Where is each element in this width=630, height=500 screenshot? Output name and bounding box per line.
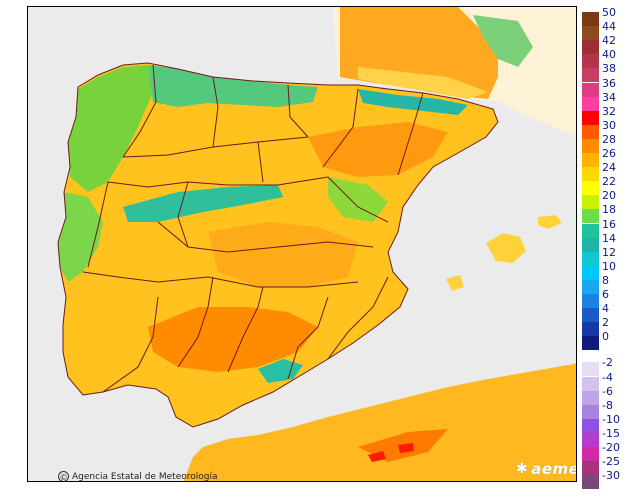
province-boundaries xyxy=(82,64,424,393)
aemet-logo-text: aemet xyxy=(531,460,576,478)
galicia-cool xyxy=(68,65,153,192)
legend-swatch-n3 xyxy=(582,404,599,419)
legend-label-p4: 38 xyxy=(602,62,616,76)
legend-swatch-p3 xyxy=(582,54,599,69)
legend-swatch-p17 xyxy=(582,251,599,266)
legend-label-p19: 8 xyxy=(602,273,609,287)
iberia-coastline xyxy=(57,62,499,428)
legend-label-p3: 40 xyxy=(602,48,616,62)
legend-swatch-p22 xyxy=(582,322,599,337)
legend-swatch-p4 xyxy=(582,68,599,83)
credit-text: Agencia Estatal de Meteorología xyxy=(72,471,218,482)
legend-swatch-p21 xyxy=(582,308,599,323)
legend-label-n0: -2 xyxy=(602,356,613,370)
legend-swatch-p10 xyxy=(582,153,599,168)
legend-swatch-p16 xyxy=(582,237,599,252)
legend-label-n1: -4 xyxy=(602,370,613,384)
central-system-cool xyxy=(123,185,283,222)
legend-label-p1: 44 xyxy=(602,20,616,34)
legend-swatch-p15 xyxy=(582,223,599,238)
menorca-island xyxy=(538,215,562,229)
legend-swatch-p6 xyxy=(582,96,599,111)
copyright-icon: © xyxy=(58,471,69,482)
rif-hot-spot-2 xyxy=(398,443,414,453)
legend-label-p10: 26 xyxy=(602,147,616,160)
legend-label-n3: -8 xyxy=(602,398,613,412)
legend-swatch-p23 xyxy=(582,336,599,351)
legend-swatch-n2 xyxy=(582,390,599,405)
legend-label-p14: 18 xyxy=(602,203,616,217)
iberian-system-cool xyxy=(328,177,388,222)
legend-swatch-n8 xyxy=(582,475,599,490)
alps-foothills xyxy=(473,15,533,67)
legend-swatch-n6 xyxy=(582,447,599,462)
legend-label-n6: -20 xyxy=(602,441,620,454)
legend-label-p7: 32 xyxy=(602,104,616,118)
legend-swatch-p5 xyxy=(582,82,599,97)
legend-swatch-p1 xyxy=(582,26,599,41)
legend-swatch-p7 xyxy=(582,110,599,125)
legend-swatch-p13 xyxy=(582,195,599,210)
legend-swatch-p20 xyxy=(582,294,599,309)
legend-label-p22: 2 xyxy=(602,316,609,330)
legend-label-p5: 36 xyxy=(602,76,616,90)
legend-label-p21: 4 xyxy=(602,302,609,316)
legend-swatch-n0 xyxy=(582,362,599,377)
legend-label-p2: 42 xyxy=(602,34,616,48)
sierra-nevada-cool xyxy=(258,359,303,383)
legend-label-p15: 16 xyxy=(602,217,616,231)
legend-label-n8: -30 xyxy=(602,469,620,483)
credit-line: © Agencia Estatal de Meteorología xyxy=(58,471,218,482)
cantabrian-cool xyxy=(148,65,318,107)
legend-swatch-n7 xyxy=(582,461,599,476)
legend-label-n4: -10 xyxy=(602,412,620,426)
legend-swatch-n4 xyxy=(582,418,599,433)
legend-swatch-p14 xyxy=(582,209,599,224)
legend-label-p16: 14 xyxy=(602,231,616,245)
north-africa-land xyxy=(183,363,576,481)
legend-swatch-n1 xyxy=(582,376,599,391)
rif-hot-spot xyxy=(368,451,386,462)
color-legend: 50 44 42 40 38 36 34 32 30 28 26 24 22 20 18 16 14 12 10 8 6… xyxy=(582,6,630,490)
legend-label-p20: 6 xyxy=(602,288,609,301)
legend-label-p9: 28 xyxy=(602,132,616,146)
legend-label-n2: -6 xyxy=(602,384,613,398)
legend-label-p17: 12 xyxy=(602,245,616,259)
legend-swatch-p18 xyxy=(582,265,599,280)
ebro-valley-warm xyxy=(308,122,448,177)
ibiza-island xyxy=(446,275,464,291)
pyrenees-cool xyxy=(358,89,468,115)
snowflake-icon: ✱ xyxy=(516,461,529,477)
legend-label-p23: 0 xyxy=(602,330,609,344)
mallorca-island xyxy=(486,233,526,263)
legend-label-p18: 10 xyxy=(602,259,616,273)
pyrenees-north-slope xyxy=(358,67,488,99)
legend-swatch-n5 xyxy=(582,432,599,447)
legend-swatch-p12 xyxy=(582,181,599,196)
legend-label-p13: 20 xyxy=(602,189,616,203)
legend-swatch-p19 xyxy=(582,279,599,294)
portugal-west-cool xyxy=(58,192,103,282)
legend-label-p0: 50 xyxy=(602,6,616,19)
la-mancha-warm xyxy=(208,222,358,287)
legend-label-p11: 24 xyxy=(602,161,616,175)
legend-swatch-p2 xyxy=(582,40,599,55)
guadalquivir-warm xyxy=(148,307,318,372)
legend-swatch-p9 xyxy=(582,138,599,153)
legend-label-p12: 22 xyxy=(602,175,616,189)
legend-swatch-p0 xyxy=(582,12,599,27)
aemet-logo: ✱ aemet xyxy=(516,460,576,478)
legend-label-p6: 34 xyxy=(602,90,616,104)
legend-swatch-p8 xyxy=(582,124,599,139)
legend-label-n5: -15 xyxy=(602,426,620,440)
temperature-map: © Agencia Estatal de Meteorología ✱ aeme… xyxy=(27,6,577,482)
legend-swatch-p11 xyxy=(582,167,599,182)
legend-label-n7: -25 xyxy=(602,455,620,469)
map-canvas xyxy=(28,7,576,481)
legend-label-p8: 30 xyxy=(602,118,616,132)
